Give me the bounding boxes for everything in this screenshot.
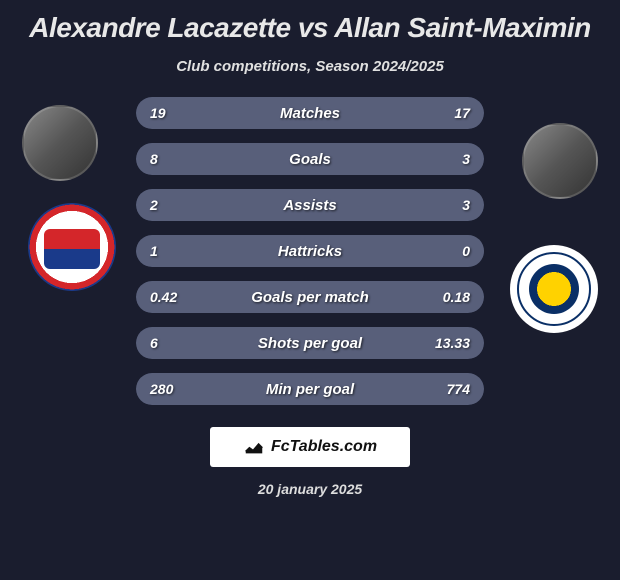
club-right-logo-icon (510, 245, 598, 333)
stat-label: Assists (136, 197, 484, 214)
chart-icon (243, 436, 265, 458)
stat-row: 23Assists (136, 189, 484, 221)
club-left-logo-icon (28, 203, 116, 291)
stat-label: Hattricks (136, 243, 484, 260)
stat-bars: 1917Matches 83Goals 23Assists 10Hattricks 0.… (136, 97, 484, 405)
date-label: 20 january 2025 (0, 481, 620, 497)
page-title: Alexandre Lacazette vs Allan Saint-Maxim… (0, 0, 620, 44)
stat-row: 613.33Shots per goal (136, 327, 484, 359)
stat-label: Goals per match (136, 289, 484, 306)
subtitle: Club competitions, Season 2024/2025 (0, 58, 620, 75)
stat-row: 1917Matches (136, 97, 484, 129)
stat-label: Shots per goal (136, 335, 484, 352)
stat-row: 83Goals (136, 143, 484, 175)
stat-label: Min per goal (136, 381, 484, 398)
player-right-avatar (522, 123, 598, 199)
stat-row: 10Hattricks (136, 235, 484, 267)
stat-label: Goals (136, 151, 484, 168)
stat-row: 0.420.18Goals per match (136, 281, 484, 313)
stat-row: 280774Min per goal (136, 373, 484, 405)
player-left-avatar (22, 105, 98, 181)
branding-badge: FcTables.com (210, 427, 410, 467)
stat-label: Matches (136, 105, 484, 122)
comparison-panel: 1917Matches 83Goals 23Assists 10Hattricks 0.… (0, 97, 620, 405)
branding-text: FcTables.com (271, 438, 377, 456)
